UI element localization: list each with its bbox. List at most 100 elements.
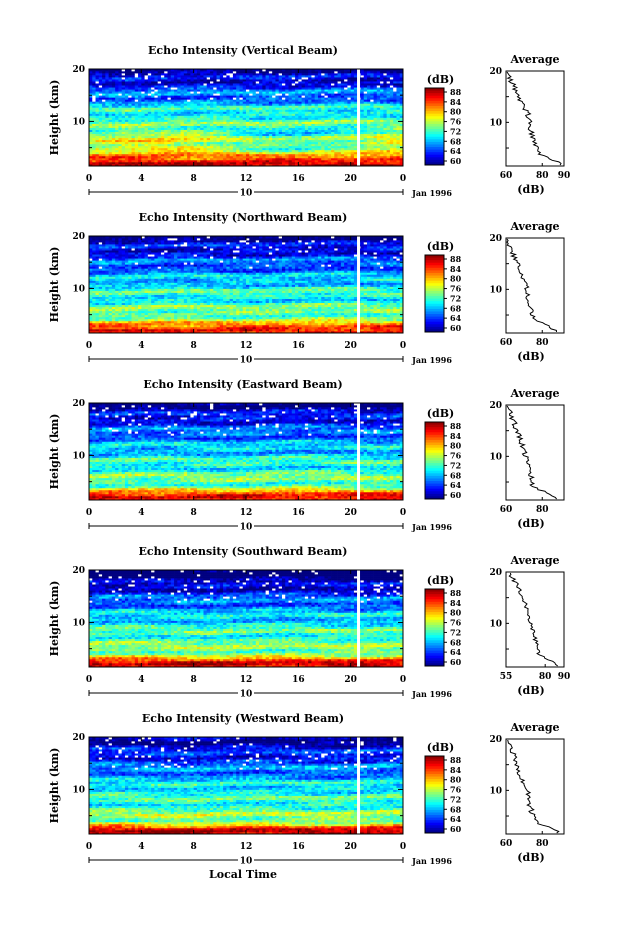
data-gap <box>357 570 360 667</box>
colorbar-tick-label: 80 <box>450 441 462 451</box>
day-label: 10 <box>240 523 253 533</box>
colorbar-tick-label: 64 <box>450 480 462 490</box>
colorbar-tick-label: 80 <box>450 107 462 117</box>
colorbar-tick-label: 64 <box>450 814 462 824</box>
y-tick-label: 20 <box>72 566 85 576</box>
colorbar-tick-label: 60 <box>450 323 462 333</box>
panel-4: Echo Intensity (Southward Beam)0 4 8 12 16 20… <box>48 545 570 700</box>
colorbar-tick-label: 76 <box>450 618 462 628</box>
average-unit: (dB) <box>517 851 544 864</box>
colorbar-tick-label: 84 <box>450 765 462 775</box>
colorbar <box>425 422 444 499</box>
average-y-tick-label: 10 <box>489 452 502 462</box>
heatmap <box>89 69 403 166</box>
average-title: Average <box>509 220 559 233</box>
average-y-tick-label: 10 <box>489 786 502 796</box>
colorbar-tick-label: 68 <box>450 470 462 480</box>
colorbar-tick-label: 88 <box>450 421 462 431</box>
x-tick-label: 8 <box>191 675 197 685</box>
x-tick-label: 0 <box>400 842 406 852</box>
colorbar-tick-label: 72 <box>450 627 461 637</box>
average-unit: (dB) <box>517 183 544 196</box>
average-x-tick-label: 80 <box>539 672 552 682</box>
y-tick-label: 10 <box>72 618 85 628</box>
colorbar-tick-label: 60 <box>450 657 462 667</box>
x-tick-label: 12 <box>240 341 253 351</box>
x-tick-label: 12 <box>240 508 253 518</box>
x-tick-label: 0 <box>86 508 92 518</box>
colorbar-tick-label: 84 <box>450 598 462 608</box>
colorbar-unit: (dB) <box>427 73 454 86</box>
average-y-tick-label: 20 <box>489 735 502 745</box>
colorbar-tick-label: 68 <box>450 804 462 814</box>
x-tick-label: 20 <box>344 508 357 518</box>
colorbar-tick-label: 64 <box>450 146 462 156</box>
y-tick-label: 10 <box>72 451 85 461</box>
average-x-tick-label: 90 <box>558 672 571 682</box>
date-label: Jan 1996 <box>411 188 452 198</box>
day-label: 10 <box>240 356 253 366</box>
data-gap <box>357 69 360 166</box>
panel-title: Echo Intensity (Northward Beam) <box>139 211 348 224</box>
x-tick-label: 8 <box>191 341 197 351</box>
y-axis-label: Height (km) <box>48 247 61 323</box>
colorbar-unit: (dB) <box>427 407 454 420</box>
panel-title: Echo Intensity (Vertical Beam) <box>148 44 338 57</box>
colorbar-tick-label: 72 <box>450 293 461 303</box>
average-unit: (dB) <box>517 517 544 530</box>
x-tick-label: 12 <box>240 174 253 184</box>
y-axis-label: Height (km) <box>48 748 61 824</box>
colorbar-tick-label: 88 <box>450 588 462 598</box>
colorbar <box>425 756 444 833</box>
colorbar-unit: (dB) <box>427 741 454 754</box>
x-tick-label: 0 <box>86 842 92 852</box>
x-tick-label: 20 <box>344 842 357 852</box>
x-tick-label: 12 <box>240 842 253 852</box>
average-x-tick-label: 90 <box>558 171 571 181</box>
panel-2: Echo Intensity (Northward Beam)0 4 8 12 16 20… <box>48 211 564 366</box>
average-frame <box>506 405 564 500</box>
colorbar-tick-label: 64 <box>450 313 462 323</box>
y-axis-label: Height (km) <box>48 80 61 156</box>
colorbar-tick-label: 72 <box>450 794 461 804</box>
x-tick-label: 16 <box>292 341 305 351</box>
day-label: 10 <box>240 857 253 867</box>
panel-5: Echo Intensity (Westward Beam)0 4 8 12 16 20 0… <box>48 712 564 867</box>
x-tick-label: 20 <box>344 341 357 351</box>
x-tick-label: 4 <box>138 174 144 184</box>
heatmap <box>89 236 403 333</box>
panel-title: Echo Intensity (Eastward Beam) <box>143 378 342 391</box>
x-tick-label: 16 <box>292 174 305 184</box>
colorbar <box>425 255 444 332</box>
colorbar-unit: (dB) <box>427 240 454 253</box>
x-tick-label: 16 <box>292 675 305 685</box>
colorbar-unit: (dB) <box>427 574 454 587</box>
x-tick-label: 8 <box>191 174 197 184</box>
data-gap <box>357 403 360 500</box>
average-y-tick-label: 10 <box>489 619 502 629</box>
panel-3: Echo Intensity (Eastward Beam)0 4 8 12 16 20 0… <box>48 378 564 533</box>
average-x-tick-label: 60 <box>500 171 513 181</box>
y-tick-label: 20 <box>72 65 85 75</box>
heatmap <box>89 403 403 500</box>
colorbar-tick-label: 84 <box>450 264 462 274</box>
average-y-tick-label: 20 <box>489 568 502 578</box>
colorbar-tick-label: 68 <box>450 637 462 647</box>
average-x-tick-label: 80 <box>536 839 549 849</box>
average-x-tick-label: 60 <box>500 338 513 348</box>
colorbar-tick-label: 84 <box>450 431 462 441</box>
date-label: Jan 1996 <box>411 522 452 532</box>
x-tick-label: 0 <box>86 174 92 184</box>
colorbar-tick-label: 80 <box>450 775 462 785</box>
average-x-tick-label: 80 <box>536 171 549 181</box>
colorbar-tick-label: 80 <box>450 274 462 284</box>
data-gap <box>357 236 360 333</box>
colorbar-tick-label: 76 <box>450 785 462 795</box>
average-x-tick-label: 80 <box>536 505 549 515</box>
colorbar-tick-label: 76 <box>450 451 462 461</box>
x-tick-label: 20 <box>344 174 357 184</box>
panel-1: Echo Intensity (Vertical Beam)0 4 8 12 16 20 0… <box>48 44 570 199</box>
average-unit: (dB) <box>517 684 544 697</box>
x-tick-label: 8 <box>191 842 197 852</box>
